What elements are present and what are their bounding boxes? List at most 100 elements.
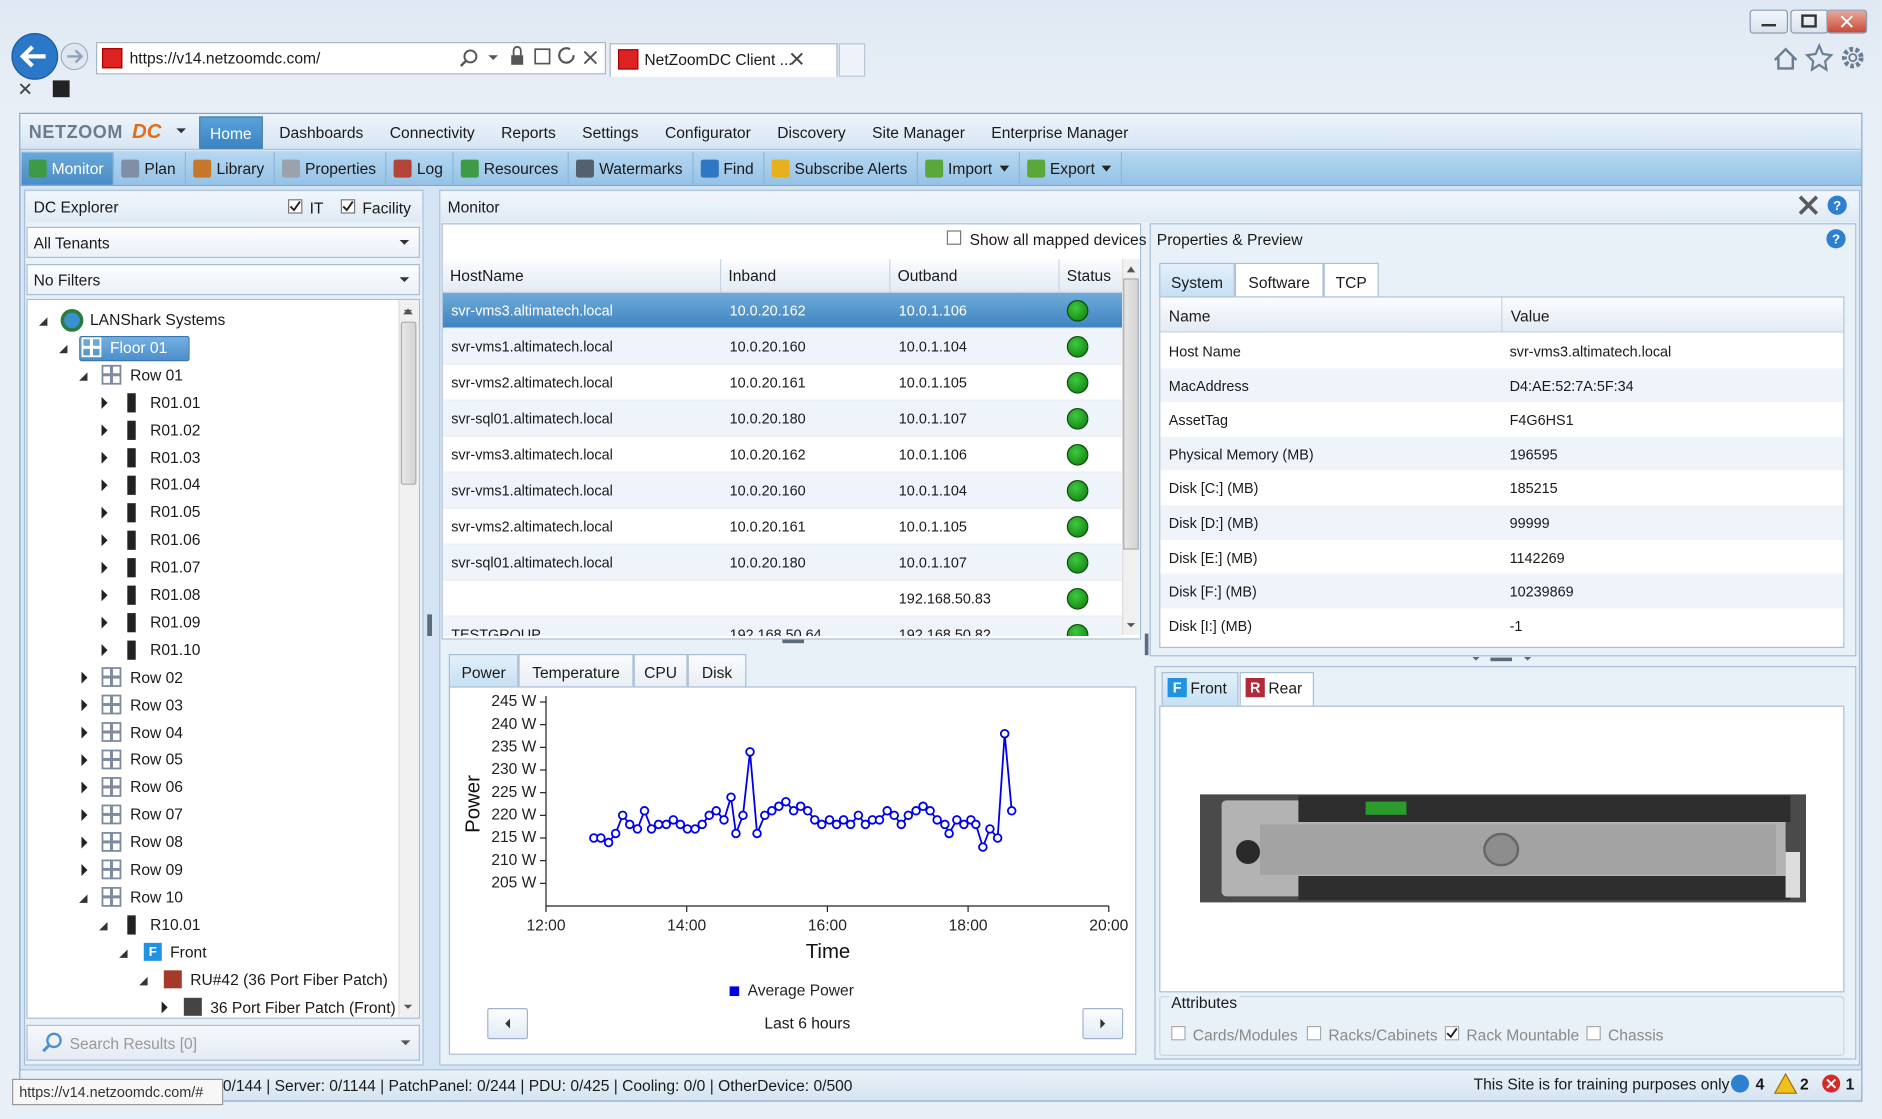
tree-item[interactable]: LANShark Systems [90,310,226,329]
table-row[interactable]: svr-sql01.altimatech.local 10.0.20.180 10.… [442,544,1122,581]
column-header[interactable]: Outband [897,266,958,285]
toolbar-button[interactable]: Properties [275,152,387,185]
table-row[interactable]: svr-vms2.altimatech.local 10.0.20.161 10.0… [442,364,1122,401]
properties-tab[interactable]: System [1159,262,1235,298]
table-cell: svr-sql01.altimatech.local [451,410,613,428]
table-row[interactable]: svr-vms3.altimatech.local 10.0.20.162 10.0… [442,292,1122,329]
monitor-header [440,192,1859,223]
tree-item[interactable]: Row 10 [130,887,183,906]
checkbox[interactable] [1171,1026,1186,1041]
table-row[interactable]: svr-vms1.altimatech.local 10.0.20.160 10.0… [442,472,1122,509]
tree-item[interactable]: Front [170,942,207,961]
tree-item[interactable]: 36 Port Fiber Patch (Front) [210,997,396,1016]
splitter [1490,657,1512,662]
view-tab-badge: R [1245,678,1265,698]
tree-item[interactable]: R01.10 [150,640,201,659]
menu-item[interactable]: Discovery [777,123,846,142]
column-header[interactable]: Inband [728,266,777,285]
window-control[interactable] [1749,9,1789,34]
tree-item[interactable]: Row 07 [130,805,183,824]
settings-icon [1848,53,1858,63]
tree-item[interactable]: R01.05 [150,503,201,522]
tree-item[interactable]: R01.01 [150,393,201,412]
table-cell: 10.0.1.106 [898,446,967,464]
property-cell: D4:AE:52:7A:5F:34 [1509,377,1634,395]
toolbar-button[interactable]: Library [186,152,275,185]
tree-item[interactable]: R01.03 [150,448,201,467]
checkbox[interactable] [946,230,962,245]
tree-item[interactable]: Row 04 [130,723,183,741]
tree-item[interactable]: Row 09 [130,860,183,879]
tree-item[interactable]: R01.08 [150,585,201,604]
property-cell: Disk [D:] (MB) [1168,514,1259,532]
table-row[interactable]: svr-sql01.altimatech.local 10.0.20.180 10.… [442,400,1122,437]
table-cell: 192.168.50.83 [898,590,991,608]
toolbar-button[interactable]: Subscribe Alerts [765,152,919,185]
status-indicator [1066,480,1089,502]
toolbar-button[interactable]: Import [918,152,1020,185]
table-cell: 10.0.20.161 [729,374,806,392]
splitter [1144,633,1149,656]
toolbar-button[interactable]: Watermarks [569,152,694,185]
window-control[interactable] [1826,9,1868,34]
chart-tab[interactable]: Power [448,654,519,688]
checkbox[interactable] [1444,1026,1460,1041]
table-row[interactable]: svr-vms2.altimatech.local 10.0.20.161 10.0… [442,508,1122,545]
tree-item[interactable]: Row 06 [130,777,183,796]
toolbar-button[interactable]: Resources [454,152,570,185]
tree-item[interactable]: Row 08 [130,832,183,851]
dropdown[interactable] [26,264,421,296]
table-row[interactable]: svr-vms3.altimatech.local 10.0.20.162 10.0… [442,436,1122,473]
table-row[interactable]: 192.168.50.83 [442,580,1122,617]
tree-item[interactable]: R10.01 [150,915,201,934]
tree-item[interactable]: R01.07 [150,558,201,577]
menu-item[interactable]: Settings [582,123,639,142]
chart-tab[interactable]: Temperature [518,654,634,688]
toolbar-button[interactable]: Monitor [21,152,115,185]
column-header[interactable]: Status [1066,266,1112,285]
toolbar-button[interactable]: Plan [114,152,187,185]
toolbar-button[interactable]: Export [1020,152,1123,185]
dropdown[interactable] [26,226,421,258]
menu-item[interactable]: Reports [501,123,556,142]
toolbar-button[interactable]: Log [387,152,454,185]
tree-item[interactable]: Row 01 [130,365,183,384]
menu-item[interactable]: Home [199,116,263,149]
window-control[interactable] [1790,9,1829,34]
new-tab[interactable] [838,43,866,77]
properties-tab[interactable]: TCP [1323,262,1379,298]
menu-item[interactable]: Connectivity [389,123,475,142]
tree-item[interactable]: Row 03 [130,695,183,714]
chart-tab[interactable]: Disk [687,654,747,688]
close-icon [19,83,31,95]
dropdown-value: No Filters [33,271,101,290]
tree-item[interactable]: R01.04 [150,475,201,494]
tree-item[interactable]: R01.02 [150,420,201,439]
property-cell: AssetTag [1168,411,1229,429]
status-count: 4 [1755,1075,1765,1094]
checkbox[interactable] [1306,1026,1322,1041]
property-cell: -1 [1509,617,1523,635]
menu-item[interactable]: Enterprise Manager [991,123,1129,142]
checkbox[interactable] [340,199,356,214]
tree-item[interactable]: Floor 01 [110,338,168,357]
menu-item[interactable]: Dashboards [279,123,364,142]
tree-item[interactable]: R01.09 [150,613,201,632]
tree-item[interactable]: R01.06 [150,530,201,549]
search-box[interactable] [26,1024,421,1061]
tree-item[interactable]: Row 02 [130,668,183,687]
nav-button[interactable] [487,1008,528,1040]
properties-tab[interactable]: Software [1234,262,1324,298]
checkbox[interactable] [288,199,303,214]
tree-item[interactable]: Row 05 [130,750,183,769]
checkbox[interactable] [1586,1026,1601,1041]
tree-item[interactable]: RU#42 (36 Port Fiber Patch) [190,970,388,989]
menu-item[interactable]: Configurator [664,123,751,142]
column-header[interactable]: HostName [450,266,524,285]
chart-tab[interactable]: CPU [633,654,688,688]
menu-item[interactable]: Site Manager [872,123,965,142]
table-row[interactable]: TESTGROUP 192.168.50.64 192.168.50.82 [442,616,1122,636]
nav-button[interactable] [1082,1008,1124,1040]
table-row[interactable]: svr-vms1.altimatech.local 10.0.20.160 10.0… [442,328,1122,365]
toolbar-button[interactable]: Find [693,152,765,185]
